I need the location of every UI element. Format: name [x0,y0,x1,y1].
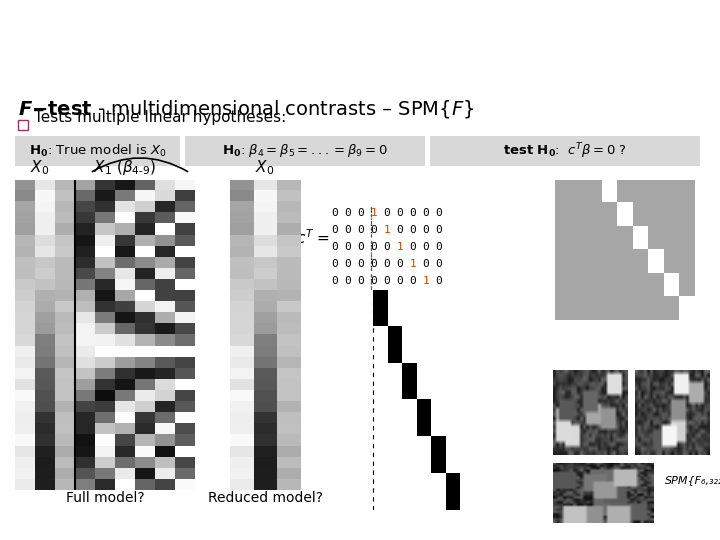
Text: 0: 0 [345,242,351,252]
Text: 0: 0 [436,276,442,286]
Text: 0: 0 [332,276,338,286]
Text: $\mathbf{test\ H_0}$:  $c^T\beta = 0$ ?: $\mathbf{test\ H_0}$: $c^T\beta = 0$ ? [503,141,627,161]
Text: 0: 0 [410,225,416,235]
Text: Reduced model?: Reduced model? [207,491,323,505]
Text: 0: 0 [384,276,390,286]
Text: 0: 0 [345,208,351,218]
Text: 0: 0 [371,225,377,235]
Text: 0: 0 [358,242,364,252]
Text: 0: 0 [436,208,442,218]
Text: 0: 0 [436,225,442,235]
Text: 0: 0 [384,259,390,269]
Text: $X_1\ (\beta_{4\text{-}9})$: $X_1\ (\beta_{4\text{-}9})$ [94,158,157,178]
Text: 1: 1 [423,276,429,286]
Text: 1: 1 [384,225,390,235]
Text: 0: 0 [410,242,416,252]
Text: 0: 0 [384,242,390,252]
Text: $\mathbf{H_0}$: True model is $X_0$: $\mathbf{H_0}$: True model is $X_0$ [29,143,166,159]
Text: 0: 0 [371,276,377,286]
Text: 0: 0 [423,242,429,252]
Text: 0: 0 [397,259,403,269]
Text: 1: 1 [436,293,442,303]
Text: 0: 0 [371,293,377,303]
Text: 0: 0 [423,293,429,303]
Text: 1: 1 [371,208,377,218]
Text: 0: 0 [436,259,442,269]
Text: 0: 0 [332,293,338,303]
Text: 0: 0 [384,293,390,303]
Text: $X_0$: $X_0$ [30,159,50,177]
Text: SPM: SPM [589,18,698,62]
Text: 0: 0 [397,276,403,286]
Bar [15,136,180,166]
Text: 0: 0 [410,208,416,218]
Text: 0: 0 [423,225,429,235]
Text: $\bfit{F}$$\bf{-test}$ - multidimensional contrasts – SPM{$\it{F}$}: $\bfit{F}$$\bf{-test}$ - multidimensiona… [18,98,474,120]
Text: 0: 0 [397,293,403,303]
Text: 0: 0 [423,259,429,269]
Text: 0: 0 [345,276,351,286]
Bar [430,136,700,166]
Bar [185,136,425,166]
Text: 0: 0 [397,208,403,218]
Text: 0: 0 [410,276,416,286]
Text: 1: 1 [410,259,416,269]
Text: 0: 0 [358,225,364,235]
Text: 0: 0 [358,276,364,286]
Text: 0: 0 [332,242,338,252]
Text: 0: 0 [371,242,377,252]
Text: ⚓: ⚓ [630,27,644,45]
Text: 0: 0 [358,208,364,218]
Text: 0: 0 [371,259,377,269]
Text: $X_0$: $X_0$ [256,159,274,177]
Text: SPM{F₆,₃₂₂}: SPM{F₆,₃₂₂} [665,475,720,485]
Text: 0: 0 [345,259,351,269]
Text: $\mathbf{H_0}$: $\beta_4 = \beta_5 = ... = \beta_9 = 0$: $\mathbf{H_0}$: $\beta_4 = \beta_5 = ...… [222,143,388,159]
Text: 0: 0 [345,293,351,303]
Text: 0: 0 [332,225,338,235]
Text: Tests multiple linear hypotheses:: Tests multiple linear hypotheses: [34,110,287,125]
Text: 1: 1 [397,242,403,252]
Text: 0: 0 [436,242,442,252]
Text: 0: 0 [345,225,351,235]
Text: 0: 0 [332,259,338,269]
Text: 0: 0 [358,259,364,269]
Text: 0: 0 [397,225,403,235]
Text: 0: 0 [332,208,338,218]
Bar [18,120,28,130]
Text: 0: 0 [423,208,429,218]
Text: $c^T$ =: $c^T$ = [296,228,330,247]
Text: 0: 0 [384,208,390,218]
Text: 0: 0 [410,293,416,303]
Text: 0: 0 [358,293,364,303]
Text: Full model?: Full model? [66,491,144,505]
